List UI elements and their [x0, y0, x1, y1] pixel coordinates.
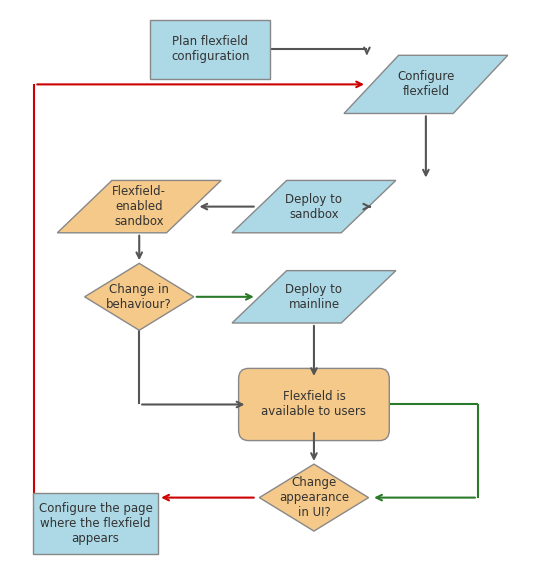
FancyBboxPatch shape	[150, 20, 270, 79]
Polygon shape	[344, 55, 508, 113]
Text: Configure
flexfield: Configure flexfield	[397, 70, 455, 98]
Text: Plan flexfield
configuration: Plan flexfield configuration	[171, 36, 250, 63]
Polygon shape	[259, 464, 369, 531]
Text: Flexfield-
enabled
sandbox: Flexfield- enabled sandbox	[112, 185, 166, 228]
Polygon shape	[85, 263, 194, 331]
Text: Deploy to
mainline: Deploy to mainline	[286, 283, 342, 311]
Text: Change
appearance
in UI?: Change appearance in UI?	[279, 476, 349, 519]
FancyBboxPatch shape	[239, 368, 389, 441]
Polygon shape	[232, 271, 396, 323]
FancyBboxPatch shape	[33, 494, 158, 554]
Polygon shape	[232, 180, 396, 233]
Text: Flexfield is
available to users: Flexfield is available to users	[262, 391, 366, 418]
Text: Configure the page
where the flexfield
appears: Configure the page where the flexfield a…	[39, 502, 152, 545]
Text: Change in
behaviour?: Change in behaviour?	[106, 283, 172, 311]
Polygon shape	[57, 180, 221, 233]
Text: Deploy to
sandbox: Deploy to sandbox	[286, 193, 342, 221]
